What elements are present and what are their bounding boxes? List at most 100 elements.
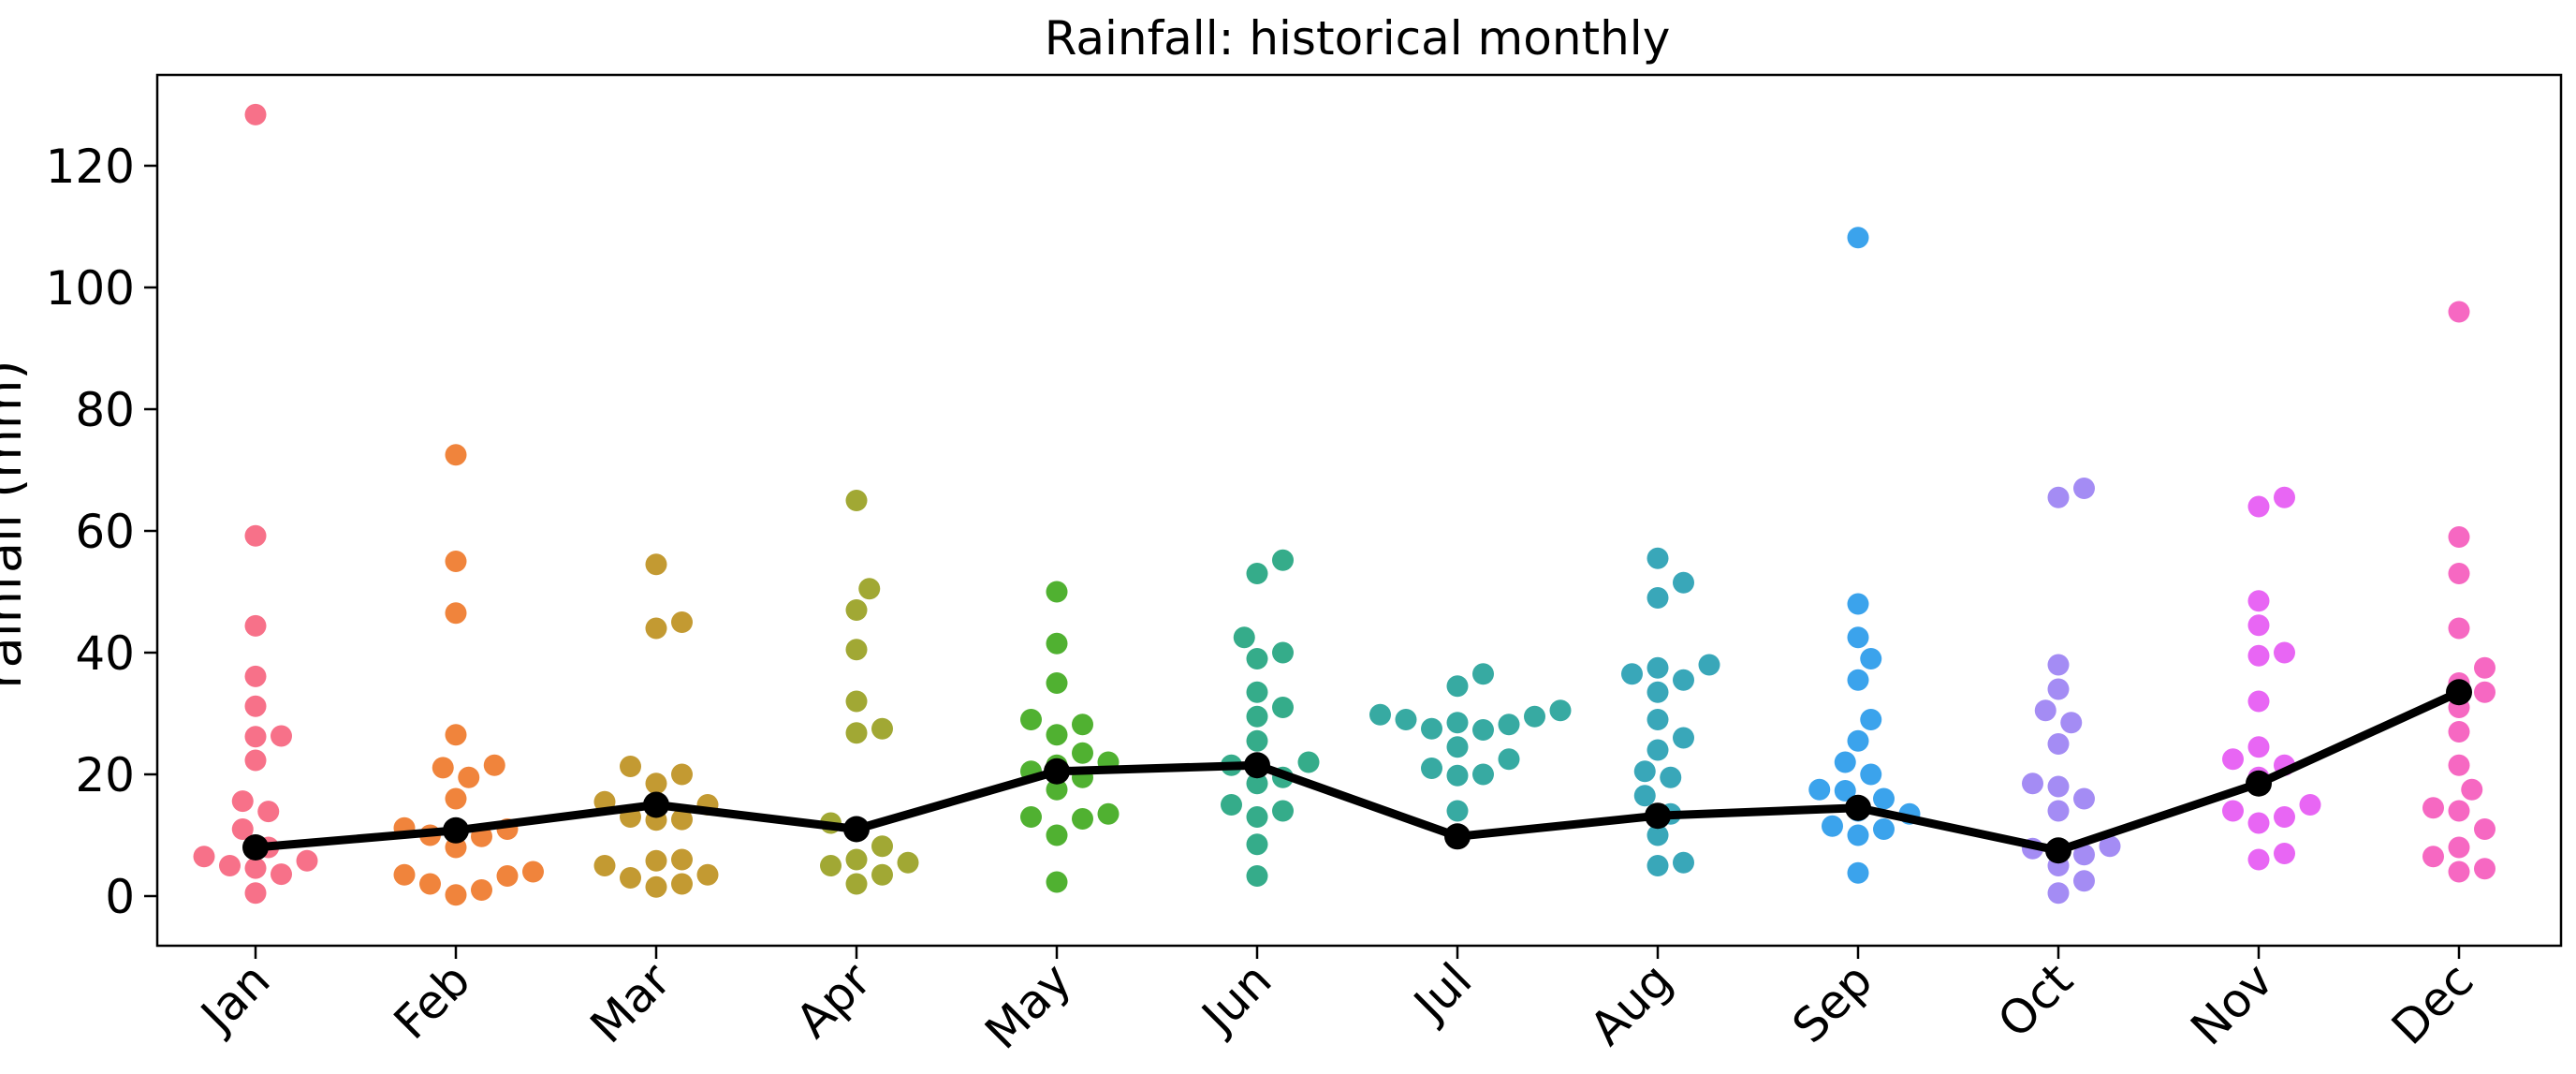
data-point <box>271 725 292 747</box>
plot-area <box>155 73 2563 948</box>
y-tick-label: 120 <box>46 140 135 194</box>
data-point <box>2073 870 2095 892</box>
data-point <box>1673 571 1694 594</box>
x-tick-label: May <box>974 952 1081 1059</box>
data-point <box>1072 807 1093 830</box>
data-point <box>1446 712 1469 734</box>
data-point <box>1072 714 1093 736</box>
data-point <box>1272 641 1294 664</box>
data-point <box>445 884 467 906</box>
data-point <box>2247 644 2270 667</box>
data-point <box>871 717 893 740</box>
data-point <box>671 808 693 831</box>
data-point <box>1246 806 1268 828</box>
median-marker <box>643 791 669 818</box>
data-point <box>2448 754 2470 776</box>
data-point <box>2047 486 2070 508</box>
data-point <box>1698 654 1720 676</box>
data-point <box>1647 739 1669 761</box>
median-marker <box>843 816 870 843</box>
median-series-line <box>255 688 2461 855</box>
data-point <box>1673 669 1694 691</box>
data-point <box>2047 733 2070 755</box>
data-point <box>2448 526 2470 548</box>
data-point <box>1046 824 1068 846</box>
data-point <box>1046 871 1068 893</box>
data-point <box>671 763 693 786</box>
median-marker <box>443 817 469 844</box>
data-point <box>271 863 292 886</box>
data-point <box>1472 763 1494 786</box>
data-point <box>1233 626 1255 649</box>
data-point <box>1221 794 1242 816</box>
data-point <box>2073 787 2095 810</box>
data-point <box>620 756 641 778</box>
median-marker <box>1244 752 1270 779</box>
data-point <box>1647 587 1669 609</box>
data-point <box>1498 748 1520 771</box>
data-point <box>1524 705 1545 728</box>
data-point <box>845 490 868 511</box>
data-point <box>445 602 467 625</box>
data-point <box>445 551 467 572</box>
data-point <box>1246 681 1268 703</box>
data-point <box>244 726 267 748</box>
data-point <box>1246 563 1268 584</box>
data-point <box>2247 495 2270 518</box>
data-point <box>2034 699 2056 722</box>
data-point <box>419 873 441 895</box>
data-point <box>1421 717 1442 740</box>
data-point <box>2222 800 2244 822</box>
y-tick-label: 20 <box>75 748 135 802</box>
data-point <box>1549 699 1572 722</box>
data-point <box>2474 858 2496 880</box>
data-point <box>2047 775 2070 798</box>
data-point <box>1246 772 1268 795</box>
median-marker <box>242 834 269 861</box>
data-point <box>2474 681 2496 703</box>
data-point <box>496 865 519 888</box>
median-marker <box>1645 802 1671 830</box>
data-point <box>1647 855 1669 876</box>
data-point <box>1847 227 1869 249</box>
data-point <box>871 863 893 886</box>
data-point <box>1860 763 1882 786</box>
data-point <box>2047 678 2070 700</box>
data-point <box>1272 800 1294 822</box>
data-point <box>645 772 667 795</box>
data-point <box>845 848 868 871</box>
data-point <box>645 617 667 640</box>
x-tick-label: Oct <box>1987 952 2083 1048</box>
data-point <box>2274 486 2295 508</box>
data-point <box>845 722 868 744</box>
data-point <box>2448 836 2470 859</box>
data-point <box>1660 766 1682 788</box>
data-point <box>2247 690 2270 713</box>
data-point <box>445 444 467 466</box>
x-tick-label: Dec <box>2381 952 2483 1054</box>
data-point <box>1808 778 1831 801</box>
data-point <box>1498 714 1520 736</box>
data-point <box>445 787 467 810</box>
chart-title: Rainfall: historical monthly <box>1045 11 1671 66</box>
data-point <box>1246 833 1268 856</box>
data-point <box>2474 656 2496 679</box>
data-point <box>2247 848 2270 871</box>
data-point <box>2448 617 2470 640</box>
data-point <box>1647 709 1669 730</box>
data-point <box>1246 705 1268 728</box>
data-point <box>2274 843 2295 864</box>
data-point <box>1633 760 1656 783</box>
data-point <box>1097 802 1120 825</box>
data-point <box>845 873 868 895</box>
data-point <box>858 578 881 600</box>
data-point <box>1847 593 1869 615</box>
data-point <box>1446 675 1469 698</box>
data-point <box>2247 812 2270 834</box>
data-point <box>1673 727 1694 749</box>
data-point <box>1395 709 1417 730</box>
data-point <box>432 757 454 779</box>
data-point <box>1246 865 1268 888</box>
data-point <box>1647 824 1669 846</box>
data-point <box>645 875 667 898</box>
